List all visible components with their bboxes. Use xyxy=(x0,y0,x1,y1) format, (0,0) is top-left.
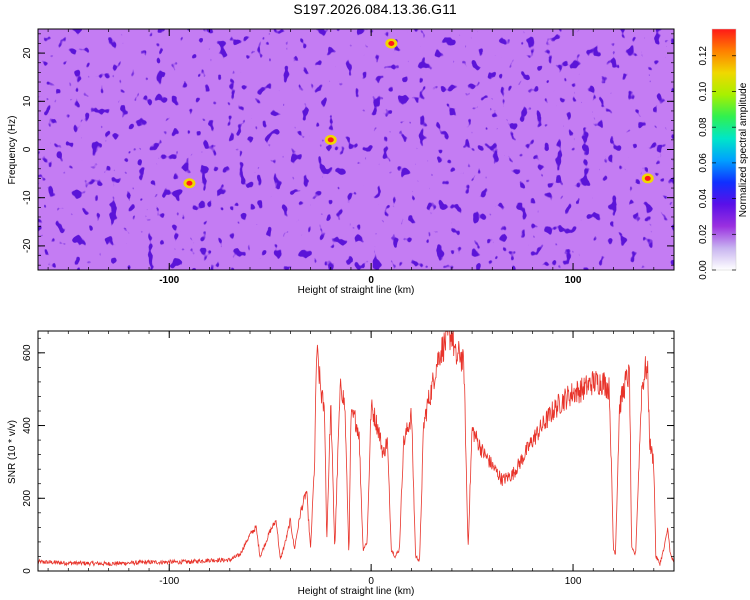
line-x-tick-label: 0 xyxy=(368,576,374,587)
line-x-tick-label: 100 xyxy=(565,576,582,587)
line-y-tick-label: 400 xyxy=(22,417,33,434)
line-panel: -100 0 100 0 200 400 600 Height of straight li… xyxy=(7,330,675,597)
heatmap-peak-core xyxy=(388,40,395,46)
heatmap-y-tick-label: 10 xyxy=(22,95,33,107)
colorbar-tick-label: 0.02 xyxy=(698,224,709,244)
colorbar-tick-label: 0.08 xyxy=(698,117,709,137)
line-plot-area xyxy=(38,331,674,571)
colorbar-label: Normalized spectral amplitude xyxy=(738,82,749,217)
heatmap-texture xyxy=(38,29,674,270)
colorbar-tick-label: 0.06 xyxy=(698,153,709,173)
chart-title: S197.2026.084.13.36.G11 xyxy=(293,1,456,17)
colorbar-frame xyxy=(711,28,737,271)
heatmap-y-tick-label: 0 xyxy=(22,146,33,152)
line-y-tick-label: 600 xyxy=(22,344,33,361)
colorbar: 0.00 0.02 0.04 0.06 0.08 0.10 0.12 Normalized … xyxy=(698,28,749,280)
colorbar-tick-label: 0.10 xyxy=(698,81,709,101)
colorbar-tick-label: 0.12 xyxy=(698,46,709,66)
heatmap-y-label: Frequency (Hz) xyxy=(7,116,18,185)
line-y-tick-label: 0 xyxy=(22,568,33,574)
heatmap-x-tick-label: -100 xyxy=(159,275,179,286)
colorbar-fill xyxy=(712,29,736,270)
heatmap-peak-core xyxy=(327,137,334,143)
line-frame xyxy=(37,330,675,572)
line-x-tick-label: -100 xyxy=(159,576,179,587)
heatmap-x-tick-label: 0 xyxy=(368,275,374,286)
heatmap-y-tick-label: -10 xyxy=(22,190,33,205)
heatmap-y-tick-label: -20 xyxy=(22,238,33,253)
colorbar-tick-label: 0.00 xyxy=(698,260,709,280)
line-y-label: SNR (10 * v/v) xyxy=(7,420,18,484)
snr-line xyxy=(38,331,674,567)
heatmap-peak-core xyxy=(644,175,651,181)
heatmap-x-tick-label: 100 xyxy=(565,275,582,286)
colorbar-tick-label: 0.04 xyxy=(698,188,709,208)
line-x-label: Height of straight line (km) xyxy=(298,586,415,597)
line-y-tick-label: 200 xyxy=(22,489,33,506)
heatmap-x-label: Height of straight line (km) xyxy=(298,285,415,296)
heatmap-y-tick-label: 20 xyxy=(22,47,33,59)
heatmap-peak-core xyxy=(186,180,193,186)
